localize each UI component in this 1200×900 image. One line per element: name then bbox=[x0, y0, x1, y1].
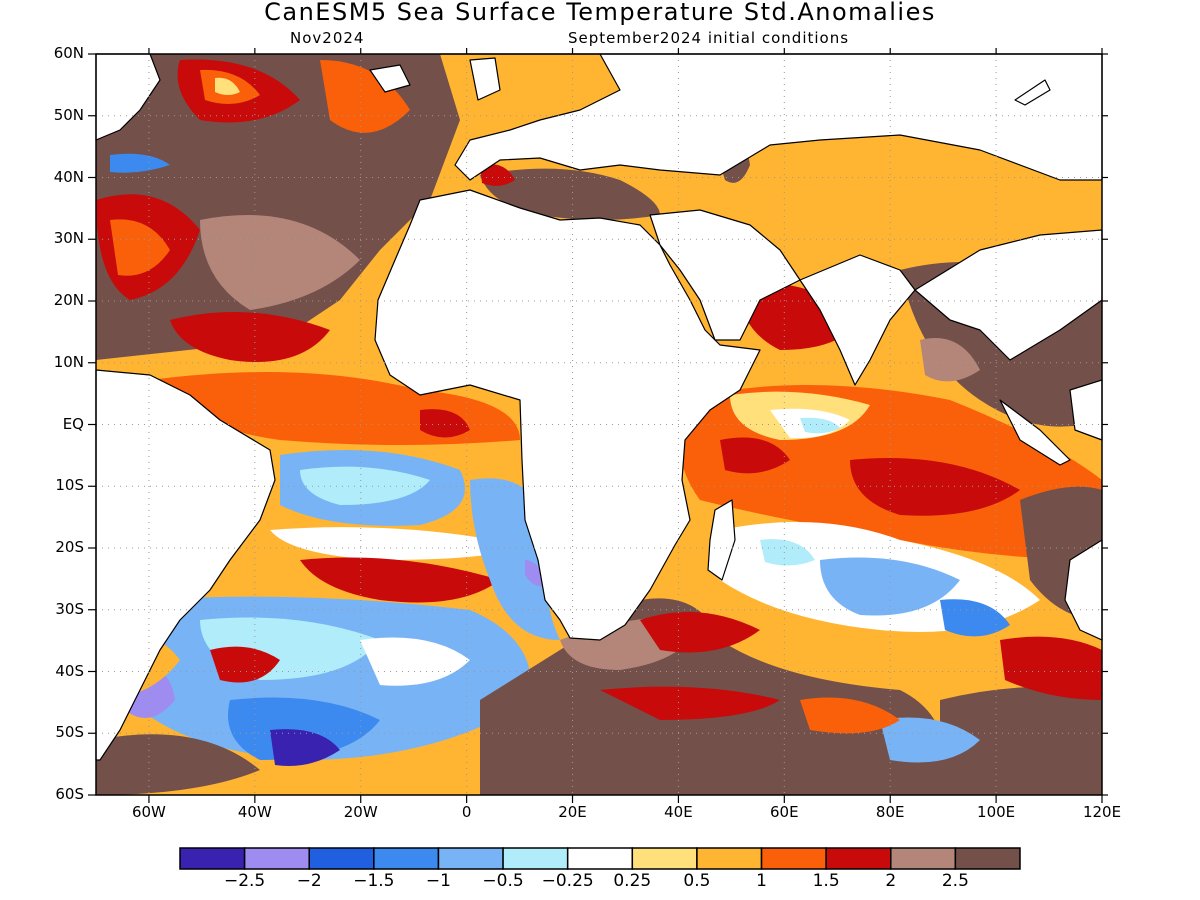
lat-tick-label: 60S bbox=[55, 785, 84, 803]
anomaly-region bbox=[920, 338, 980, 382]
land-australia bbox=[1064, 539, 1103, 641]
land-kamchatka bbox=[1014, 79, 1051, 106]
land-south-america bbox=[95, 369, 276, 761]
colorbar-swatch bbox=[631, 847, 698, 870]
anomaly-region bbox=[228, 697, 380, 760]
anomaly-region bbox=[420, 409, 470, 438]
colorbar-swatch bbox=[696, 847, 763, 870]
land-madagascar bbox=[707, 499, 736, 581]
colorbar-tick-label: −1 bbox=[425, 871, 451, 891]
lon-tick-label: 120E bbox=[1082, 803, 1122, 821]
anomaly-region bbox=[940, 686, 1102, 795]
colorbar-swatch bbox=[373, 847, 440, 870]
lat-tick-label: 10S bbox=[55, 476, 84, 495]
anomaly-region bbox=[640, 612, 760, 653]
initial-conditions-label: September2024 initial conditions bbox=[568, 29, 850, 47]
anomaly-region bbox=[300, 557, 500, 603]
chart-title: CanESM5 Sea Surface Temperature Std.Anom… bbox=[264, 0, 936, 26]
land-africa bbox=[374, 189, 761, 641]
colorbar-swatch bbox=[243, 847, 310, 870]
colorbar-swatch bbox=[760, 847, 827, 870]
anomaly-region bbox=[850, 458, 1020, 516]
anomaly-region bbox=[360, 637, 470, 686]
lon-tick-label: 100E bbox=[977, 803, 1016, 821]
lon-tick-label: 60W bbox=[131, 803, 166, 821]
lat-tick-label: 50N bbox=[53, 105, 84, 124]
anomaly-region bbox=[1000, 636, 1102, 700]
lat-tick-label: 30S bbox=[55, 599, 84, 618]
land-middle-east bbox=[649, 209, 801, 341]
anomaly-region bbox=[270, 729, 340, 766]
land-southeast-asia bbox=[914, 229, 1103, 361]
colorbar-swatch bbox=[308, 847, 375, 870]
colorbar-swatch bbox=[825, 847, 892, 870]
colorbar-tick-label: 1 bbox=[756, 871, 767, 891]
land-greenland-iceland bbox=[369, 64, 411, 93]
colorbar-swatch bbox=[502, 847, 569, 870]
axis-ticks bbox=[88, 48, 1108, 803]
anomaly-region bbox=[110, 219, 170, 276]
anomaly-region bbox=[110, 153, 170, 173]
lat-tick-label: 20N bbox=[53, 291, 84, 309]
lat-tick-label: 10N bbox=[53, 352, 84, 371]
lat-tick-label: 40N bbox=[53, 167, 84, 186]
land-europe bbox=[439, 53, 1103, 181]
anomaly-region bbox=[800, 417, 840, 434]
anomaly-region bbox=[940, 599, 1010, 637]
colorbar-tick-label: 2.5 bbox=[941, 871, 969, 891]
lon-tick-label: 20E bbox=[558, 803, 587, 821]
anomaly-region bbox=[600, 686, 780, 720]
colorbar-swatch bbox=[890, 847, 957, 870]
lat-tick-label: 60N bbox=[53, 44, 84, 62]
colorbar-tick-label: 1.5 bbox=[812, 871, 840, 891]
colorbar-swatch bbox=[437, 847, 504, 870]
anomaly-region bbox=[720, 437, 790, 474]
land-britain bbox=[469, 57, 501, 101]
lat-tick-label: 40S bbox=[55, 661, 84, 680]
colorbar bbox=[179, 847, 1021, 870]
anomaly-region bbox=[525, 560, 545, 587]
colorbar-swatch bbox=[954, 847, 1021, 870]
colorbar-tick-label: −0.5 bbox=[482, 871, 524, 891]
anomaly-region bbox=[480, 168, 660, 220]
colorbar-tick-label: −2 bbox=[296, 871, 322, 891]
land-sumatra bbox=[999, 399, 1071, 466]
anomaly-region bbox=[820, 557, 960, 616]
colorbar-tick-label: −1.5 bbox=[353, 871, 395, 891]
colorbar-tick-label: −0.25 bbox=[541, 871, 594, 891]
lon-tick-label: 60E bbox=[770, 803, 799, 821]
anomaly-region bbox=[320, 60, 410, 133]
colorbar-tick-label: 2 bbox=[885, 871, 897, 891]
lat-tick-label: 30N bbox=[53, 229, 84, 248]
anomaly-region bbox=[270, 527, 520, 560]
lon-tick-label: 80E bbox=[875, 803, 905, 821]
colorbar-tick-label: 0.25 bbox=[613, 871, 652, 891]
anomaly-region bbox=[880, 717, 980, 763]
colorbar-tick-label: −2.5 bbox=[223, 871, 266, 891]
forecast-month: Nov2024 bbox=[290, 29, 365, 47]
lat-tick-label: 50S bbox=[55, 723, 84, 742]
lon-tick-label: 20W bbox=[343, 803, 378, 821]
lon-tick-label: 0 bbox=[461, 803, 472, 821]
colorbar-swatch bbox=[179, 847, 246, 870]
lon-tick-label: 40E bbox=[664, 803, 693, 821]
colorbar-tick-label: 0.5 bbox=[683, 871, 711, 891]
anomaly-region bbox=[800, 697, 900, 734]
anomaly-region bbox=[480, 164, 515, 186]
anomaly-region bbox=[210, 646, 280, 683]
anomaly-region bbox=[760, 539, 815, 566]
anomaly-region bbox=[170, 312, 330, 362]
colorbar-swatch bbox=[566, 847, 634, 870]
anomaly-region bbox=[300, 466, 430, 505]
lat-tick-label: EQ bbox=[62, 414, 84, 433]
lat-tick-label: 20S bbox=[55, 538, 84, 556]
anomaly-region bbox=[215, 77, 240, 95]
land-layer bbox=[95, 53, 1103, 761]
anomaly-region bbox=[96, 734, 260, 795]
lon-tick-label: 40W bbox=[237, 803, 272, 821]
land-india bbox=[799, 254, 916, 386]
